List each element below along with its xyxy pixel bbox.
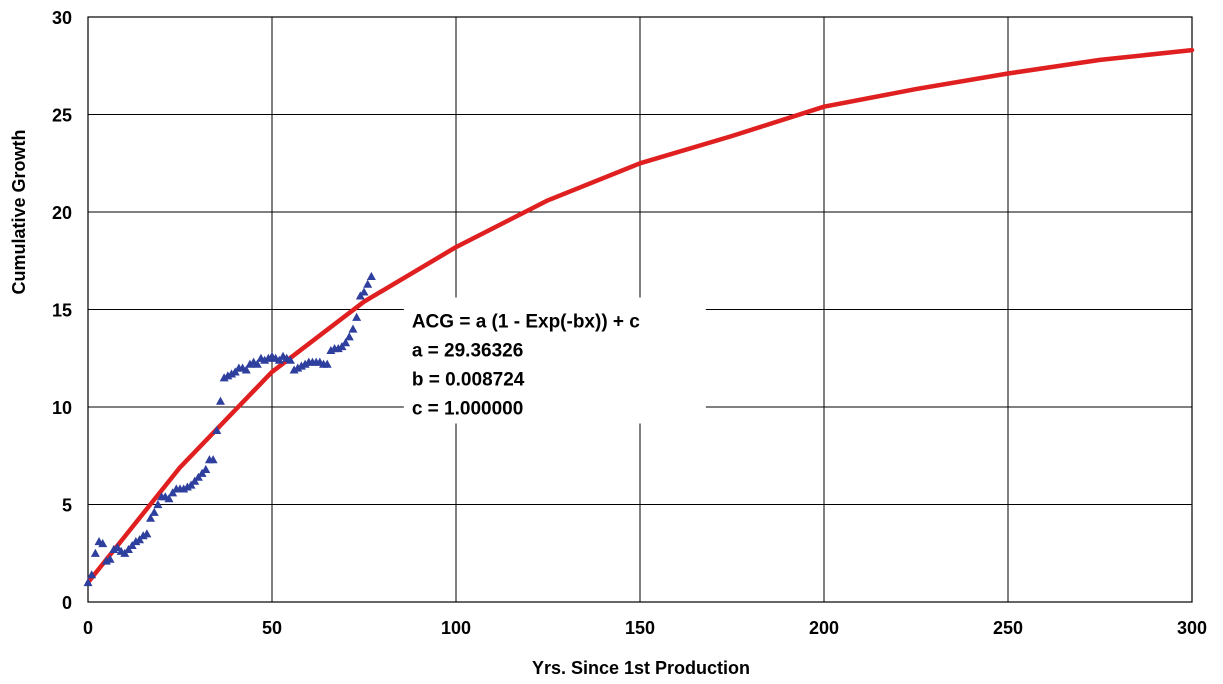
x-tick-label: 250 [993,618,1023,638]
plot-frame [87,16,1193,603]
data-point [366,271,376,280]
data-point [112,542,122,551]
annotation-line-3: b = 0.008724 [412,370,525,391]
x-tick-label: 50 [262,618,282,638]
y-tick-label: 25 [52,106,72,126]
y-tick-label: 0 [62,593,72,613]
data-point [359,287,369,296]
x-tick-label: 0 [83,618,93,638]
annotation-line-4: c = 1.000000 [412,399,523,420]
x-tick-label: 100 [441,618,471,638]
annotation-line-2: a = 29.36326 [412,341,523,362]
x-tick-label: 150 [625,618,655,638]
fit-curve [85,47,1195,585]
data-point [322,359,332,368]
fit-curve-group [85,47,1195,585]
y-tick-label: 20 [52,203,72,223]
data-point [146,513,156,522]
data-point [142,529,152,538]
data-point [164,494,174,503]
data-point [348,324,358,333]
x-tick-label: 200 [809,618,839,638]
data-point [341,338,351,347]
data-point [252,359,262,368]
data-point [98,539,108,548]
data-point [201,464,211,473]
data-point [285,355,295,364]
data-point [208,455,218,464]
data-point [344,332,354,341]
data-point [352,312,362,321]
equation-annotation: ACG = a (1 - Exp(-bx)) + c a = 29.36326 … [412,312,640,420]
data-point [241,365,251,374]
data-point [83,578,93,587]
data-point [90,548,100,557]
data-point [105,554,115,563]
data-points [83,271,376,587]
data-point [87,570,97,579]
annotation-line-1: ACG = a (1 - Exp(-bx)) + c [412,312,640,333]
data-point [363,279,373,288]
y-tick-label: 10 [52,398,72,418]
data-point [215,396,225,405]
y-tick-label: 15 [52,301,72,321]
y-tick-labels: 0 5 10 15 20 25 30 [52,8,72,613]
x-axis-title: Yrs. Since 1st Production [532,658,750,678]
y-axis-title: Cumulative Growth [9,129,29,294]
data-point [153,500,163,509]
annotation-background-box [403,297,706,424]
data-point [149,507,159,516]
x-tick-label: 300 [1177,618,1207,638]
x-tick-labels: 0 50 100 150 200 250 300 [83,618,1207,638]
grid [87,16,1193,603]
y-tick-label: 5 [62,496,72,516]
data-point [212,425,222,434]
annotation-background [403,297,706,424]
y-tick-label: 30 [52,8,72,28]
